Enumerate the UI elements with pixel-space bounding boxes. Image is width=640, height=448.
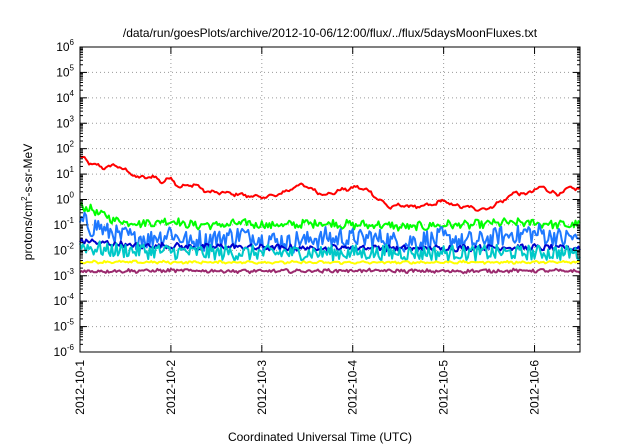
y-tick-label: 10-6 xyxy=(54,343,75,359)
y-tick-label: 105 xyxy=(56,63,74,79)
y-tick-label-base: 10 xyxy=(54,345,68,359)
series-line-7 xyxy=(79,267,581,275)
y-tick-label-base: 10 xyxy=(54,218,68,232)
x-tick-label: 2012-10-6 xyxy=(528,360,542,415)
series-line-5 xyxy=(79,240,581,262)
x-tick-labels: 2012-10-1 2012-10-2 2012-10-3 2012-10-4 2012… xyxy=(73,360,542,415)
x-axis-label: Coordinated Universal Time (UTC) xyxy=(228,430,412,444)
chart-title: /data/run/goesPlots/archive/2012-10-06/1… xyxy=(123,26,538,40)
y-tick-label-base: 10 xyxy=(56,91,70,105)
y-tick-label-base: 10 xyxy=(56,193,70,207)
x-tick-label: 2012-10-3 xyxy=(255,360,269,415)
y-tick-label: 10-1 xyxy=(54,216,75,232)
y-tick-label-base: 10 xyxy=(54,320,68,334)
y-tick-label: 10-5 xyxy=(54,318,75,334)
y-tick-label-exp: 6 xyxy=(70,38,75,47)
y-tick-label-exp: 2 xyxy=(70,140,75,149)
y-tick-label-base: 10 xyxy=(56,142,70,156)
series-line-2 xyxy=(79,202,581,232)
y-axis-label-rest: -s-sr-MeV xyxy=(21,144,35,197)
y-tick-label: 106 xyxy=(56,38,74,54)
y-axis-label-sup: 2 xyxy=(20,196,29,201)
y-axis-label-base: protons/cm xyxy=(21,201,35,260)
series-layer xyxy=(79,155,581,275)
y-tick-label-exp: 1 xyxy=(70,165,75,174)
series-line-1 xyxy=(79,155,581,212)
y-tick-label-exp: -1 xyxy=(67,216,75,225)
y-tick-label-base: 10 xyxy=(56,116,70,130)
y-tick-label: 103 xyxy=(56,114,74,130)
y-tick-label-exp: -4 xyxy=(67,292,75,301)
series-line-3 xyxy=(79,211,581,254)
y-tick-label-base: 10 xyxy=(54,243,68,257)
y-tick-label-base: 10 xyxy=(54,269,68,283)
y-tick-label-exp: 3 xyxy=(70,114,75,123)
y-tick-label: 10-2 xyxy=(54,241,75,257)
y-tick-label-exp: -2 xyxy=(67,241,75,250)
y-tick-label-exp: -3 xyxy=(67,267,75,276)
y-tick-label-exp: -5 xyxy=(67,318,75,327)
y-tick-label-base: 10 xyxy=(56,167,70,181)
tick-marks xyxy=(79,46,580,353)
y-tick-label: 10-4 xyxy=(54,292,75,308)
y-tick-label-exp: 0 xyxy=(70,191,75,200)
y-tick-label-base: 10 xyxy=(56,40,70,54)
y-tick-label: 101 xyxy=(56,165,74,181)
y-tick-label: 100 xyxy=(56,191,74,207)
series-line-6 xyxy=(79,259,581,265)
y-tick-label-exp: 5 xyxy=(70,63,75,72)
y-tick-label-base: 10 xyxy=(54,294,68,308)
y-tick-label: 10-3 xyxy=(54,267,75,283)
y-tick-label-exp: -6 xyxy=(67,343,75,352)
y-tick-label-base: 10 xyxy=(56,65,70,79)
x-tick-label: 2012-10-4 xyxy=(346,360,360,415)
x-tick-label: 2012-10-1 xyxy=(73,360,87,415)
y-axis-label: protons/cm2-s-sr-MeV xyxy=(20,144,35,260)
y-tick-label-exp: 4 xyxy=(70,89,75,98)
y-tick-label: 104 xyxy=(56,89,74,105)
y-tick-label: 102 xyxy=(56,140,74,156)
x-tick-label: 2012-10-2 xyxy=(164,360,178,415)
y-tick-labels: 10610510410310210110010-110-210-310-410-… xyxy=(54,38,75,359)
x-tick-label: 2012-10-5 xyxy=(437,360,451,415)
